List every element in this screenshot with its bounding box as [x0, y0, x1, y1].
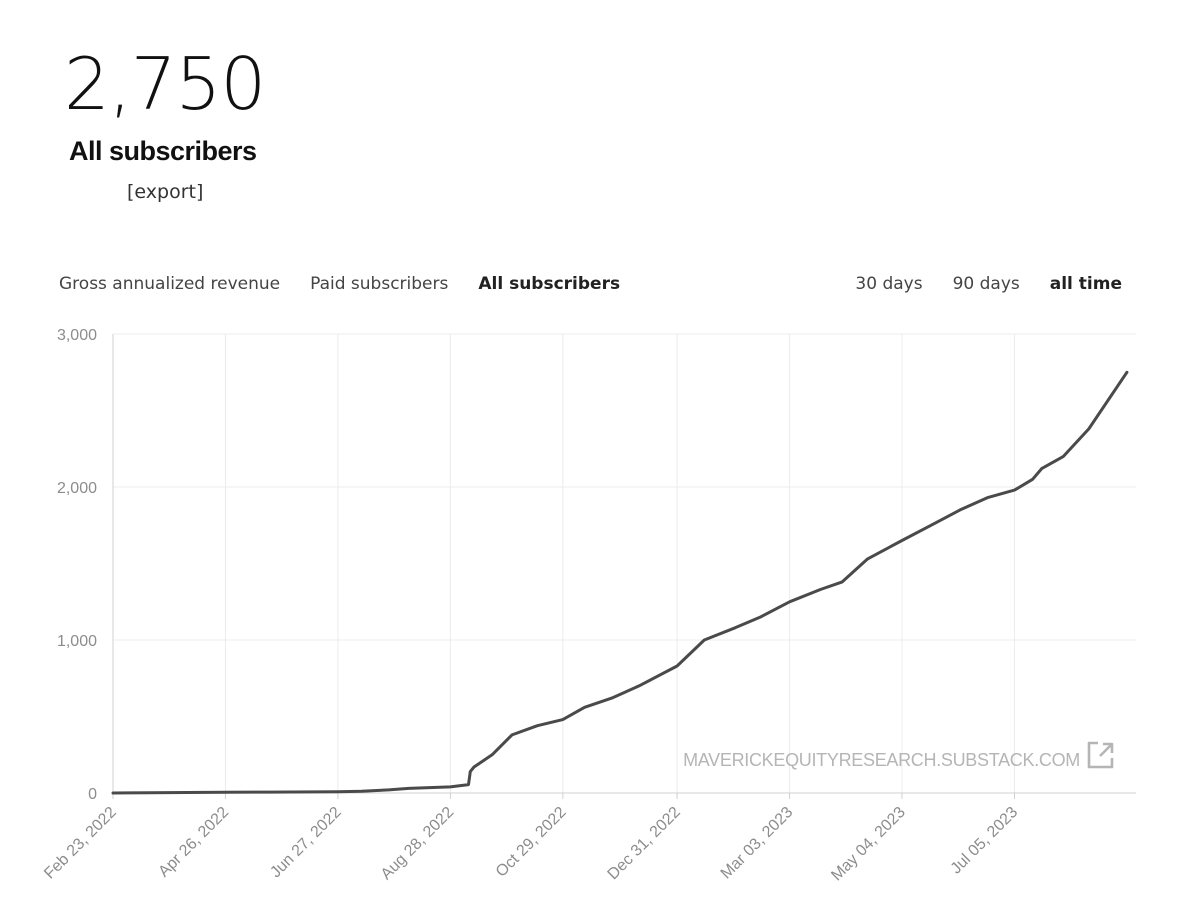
- x-tick-label: Jun 27, 2022: [267, 804, 345, 882]
- chart-series: [111, 370, 1129, 795]
- metric-tabs: Gross annualized revenue Paid subscriber…: [59, 274, 620, 294]
- x-tick-label: Aug 28, 2022: [378, 804, 457, 883]
- tab-all-time[interactable]: all time: [1049, 274, 1122, 294]
- x-tick-label: Feb 23, 2022: [41, 804, 120, 883]
- subscriber-count: 2,750: [64, 42, 266, 126]
- external-link-icon[interactable]: [1087, 741, 1114, 769]
- x-tick-label: Dec 31, 2022: [605, 804, 684, 883]
- tab-all-subscribers[interactable]: All subscribers: [478, 274, 621, 294]
- tab-30-days[interactable]: 30 days: [855, 274, 923, 294]
- y-tick-label: 3,000: [57, 327, 97, 344]
- export-link[interactable]: [export]: [127, 181, 204, 203]
- chart-grid: [112, 333, 1136, 793]
- tab-paid-subscribers[interactable]: Paid subscribers: [310, 274, 449, 294]
- series-line-all-subscribers: [111, 370, 1129, 795]
- x-tick-label: Apr 26, 2022: [155, 804, 232, 881]
- y-tick-label: 0: [88, 786, 97, 803]
- y-tick-label: 2,000: [57, 480, 97, 497]
- chart-labels: 0 1,000 2,000 3,000 Feb 23, 2022 Apr 26, 2022…: [41, 327, 1021, 884]
- watermark-text: MAVERICKEQUITYRESEARCH.SUBSTACK.COM: [683, 750, 1080, 770]
- x-tick-label: Jul 05, 2023: [948, 804, 1022, 878]
- tab-90-days[interactable]: 90 days: [952, 274, 1020, 294]
- x-tick-label: May 04, 2023: [828, 804, 909, 885]
- subscriber-count-label: All subscribers: [69, 136, 257, 166]
- y-tick-label: 1,000: [57, 633, 97, 650]
- tab-gross-annualized-revenue[interactable]: Gross annualized revenue: [59, 274, 281, 294]
- x-tick-label: Mar 03, 2023: [718, 804, 797, 883]
- chart-axes: [112, 334, 1136, 799]
- range-tabs: 30 days 90 days all time: [855, 274, 1122, 294]
- x-tick-label: Oct 29, 2022: [493, 804, 570, 881]
